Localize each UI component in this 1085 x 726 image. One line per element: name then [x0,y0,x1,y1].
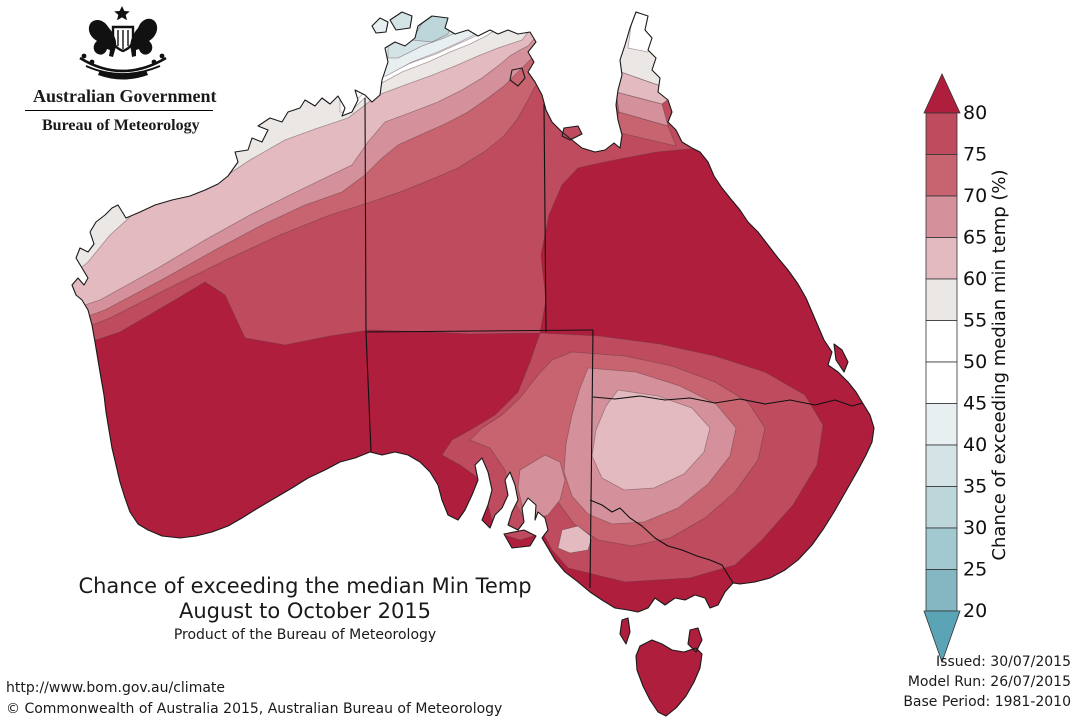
legend-tick-label: 30 [963,517,987,539]
tasmania [635,639,703,717]
government-label: Australian Government [33,86,217,106]
fraser-island [833,343,849,373]
border-wa-nt [364,97,367,333]
base-period: Base Period: 1981-2010 [903,694,1071,710]
state-borders [364,97,873,589]
legend-seg-45-50 [925,361,958,404]
bom-url: http://www.bom.gov.au/climate [6,680,226,696]
color-scale-legend: 80 75 70 65 60 55 50 45 40 35 30 25 20 C… [923,73,1010,664]
border-sa-east [589,329,594,589]
legend-tick-label: 60 [963,268,987,290]
border-qld-nsw [592,395,873,413]
legend-seg-55-60 [925,278,958,321]
legend-seg-75-80 [925,112,958,155]
melville-island [389,11,413,31]
bathurst-island [371,17,389,34]
legend-seg-65-70 [925,195,958,238]
map-title-line3: Product of the Bureau of Meteorology [173,627,437,643]
legend-tick-label: 55 [963,310,987,332]
legend-seg-20-25 [925,569,958,612]
king-island [619,617,631,645]
legend-seg-25-30 [925,527,958,570]
model-run-date: Model Run: 26/07/2015 [907,674,1071,690]
legend-seg-60-65 [925,237,958,280]
flinders-island [687,627,703,653]
legend-tick-label: 40 [963,434,987,456]
border-nt-qld [543,103,547,333]
wattle-branch-icon [79,56,167,73]
legend-tick-label: 75 [963,144,987,166]
wattle-branch-icon [85,65,161,75]
band-60-65-sa-spot [557,525,593,554]
kangaroo-island [503,529,537,549]
kangaroo-icon [88,20,117,57]
legend-seg-70-75 [925,154,958,197]
legend-arrow-up [923,73,961,114]
map-title-block: Chance of exceeding the median Min Temp … [55,574,555,646]
legend-arrow-down [923,610,961,664]
bureau-label: Bureau of Meteorology [42,117,200,134]
legend-tick-label: 50 [963,351,987,373]
mornington-island [561,125,583,141]
band-60-65-bullseye-core [591,389,711,491]
issue-info-block: Issued: 30/07/2015 Model Run: 26/07/2015… [903,652,1071,712]
commonwealth-star-icon [114,6,130,21]
border-wa-sa [365,331,372,453]
legend-seg-30-35 [925,486,958,529]
border-lat26-horizontal [365,329,594,333]
legend-tick-label: 20 [963,600,987,622]
legend-tick-label: 80 [963,102,987,124]
legend-seg-50-55 [925,320,958,363]
border-nsw-vic [589,499,734,584]
legend-seg-35-40 [925,444,958,487]
band-white-cape-york-tip [627,12,663,53]
coat-of-arms-icon [79,6,167,80]
legend-tick-label: 70 [963,185,987,207]
legend-tick-label: 35 [963,476,987,498]
legend-tick-label: 25 [963,559,987,581]
coastline [71,11,875,717]
legend-tick-label: 65 [963,227,987,249]
emu-icon [130,18,158,57]
groote-eylandt [509,67,526,87]
shield-icon [111,25,135,53]
map-title-line1: Chance of exceeding the median Min Temp [78,574,532,598]
issued-date: Issued: 30/07/2015 [936,654,1071,670]
legend-seg-40-45 [925,403,958,446]
legend-axis-label: Chance of exceeding median min temp (%) [989,169,1010,560]
map-title-line2: August to October 2015 [178,599,432,623]
footer-block: http://www.bom.gov.au/climate © Commonwe… [6,678,502,720]
logo-divider [25,110,213,111]
scroll-banner-icon [98,70,148,80]
copyright-notice: © Commonwealth of Australia 2015, Austra… [6,701,503,717]
legend-tick-label: 45 [963,393,987,415]
